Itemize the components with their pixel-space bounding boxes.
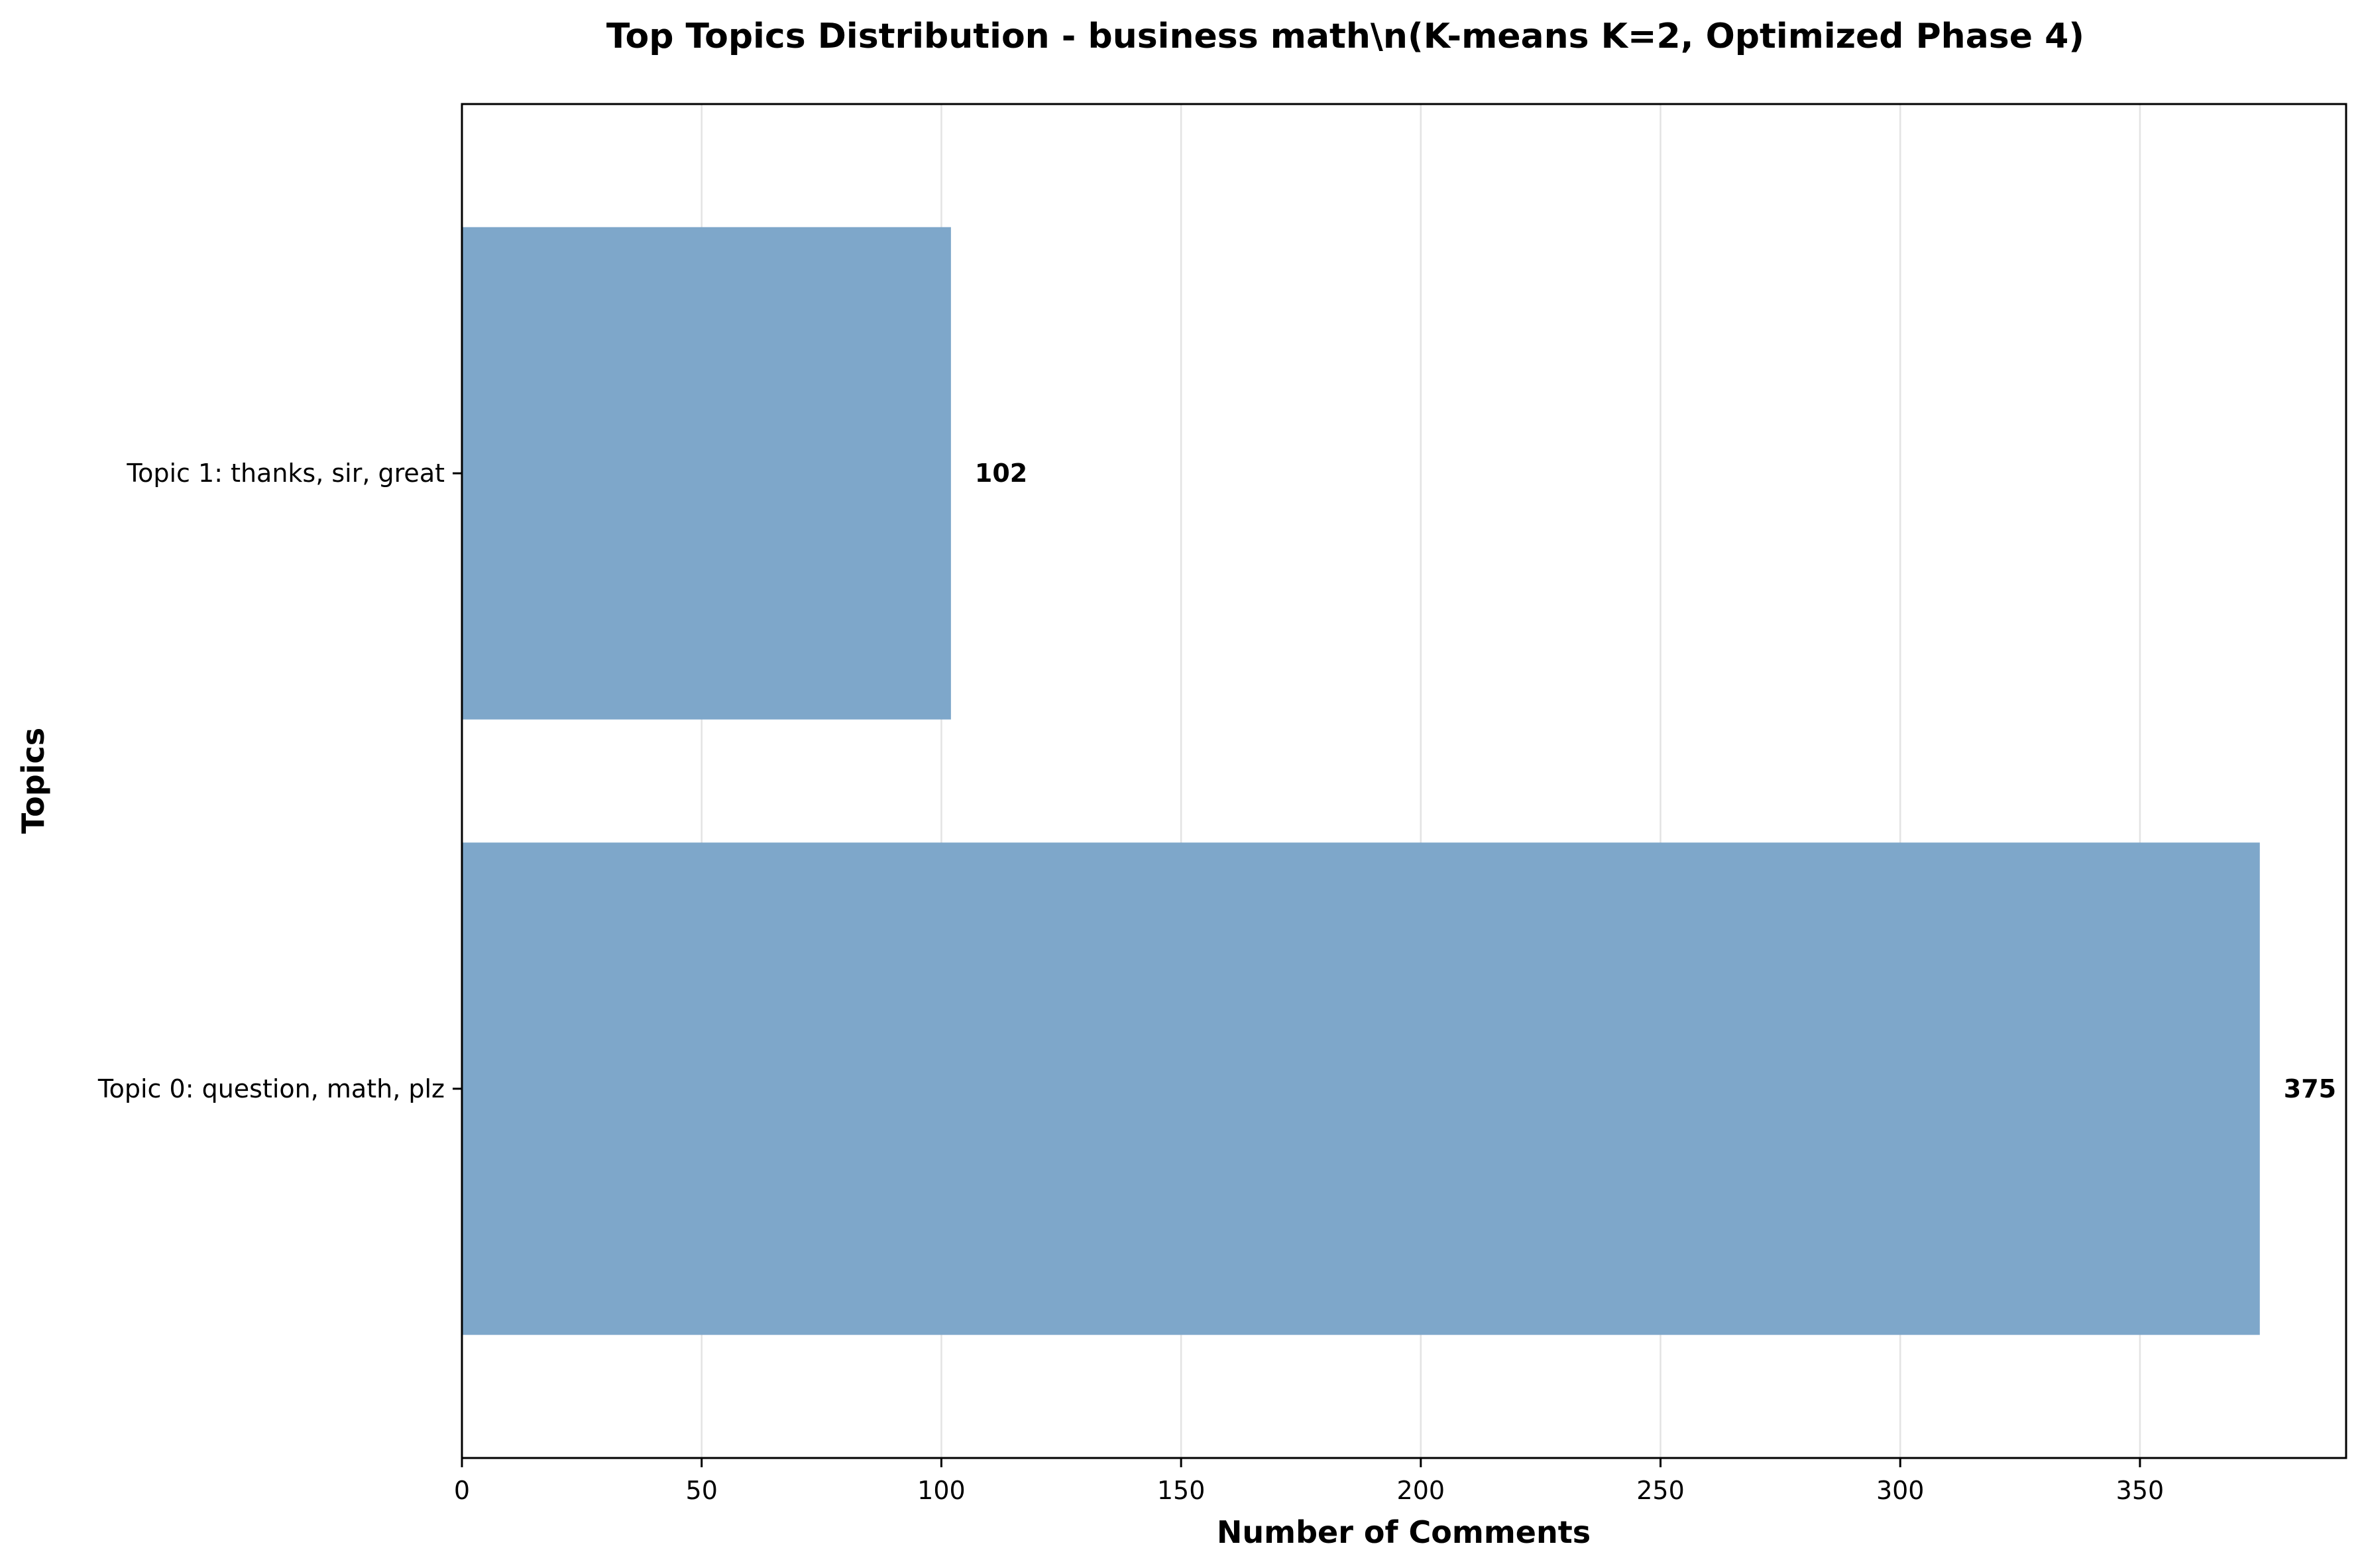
y-tick-label: Topic 1: thanks, sir, great xyxy=(126,459,445,488)
bar xyxy=(462,227,951,720)
x-tick-label: 250 xyxy=(1636,1476,1685,1505)
x-tick-label: 300 xyxy=(1876,1476,1925,1505)
plot-frame xyxy=(461,103,2347,1459)
bar-value-label: 375 xyxy=(2284,1074,2336,1103)
x-tick-label: 0 xyxy=(454,1476,470,1505)
data-labels: 375 102 xyxy=(975,459,2336,1103)
x-tick-label: 200 xyxy=(1397,1476,1445,1505)
y-axis-ticks: Topic 0: question, math, plz Topic 1: tha… xyxy=(97,459,462,1103)
y-tick-label: Topic 0: question, math, plz xyxy=(97,1074,445,1103)
bars xyxy=(462,227,2260,1335)
x-axis-label: Number of Comments xyxy=(1217,1514,1591,1550)
x-axis-ticks: 0 50 100 150 200 250 300 350 xyxy=(454,1458,2164,1505)
x-tick-label: 150 xyxy=(1157,1476,1206,1505)
x-tick-label: 50 xyxy=(686,1476,718,1505)
x-tick-label: 350 xyxy=(2116,1476,2165,1505)
x-tick-label: 100 xyxy=(917,1476,966,1505)
bar-value-label: 102 xyxy=(975,459,1027,488)
bar xyxy=(462,842,2260,1335)
chart-title: Top Topics Distribution - business math\… xyxy=(606,17,2084,56)
y-axis-label: Topics xyxy=(15,728,51,834)
